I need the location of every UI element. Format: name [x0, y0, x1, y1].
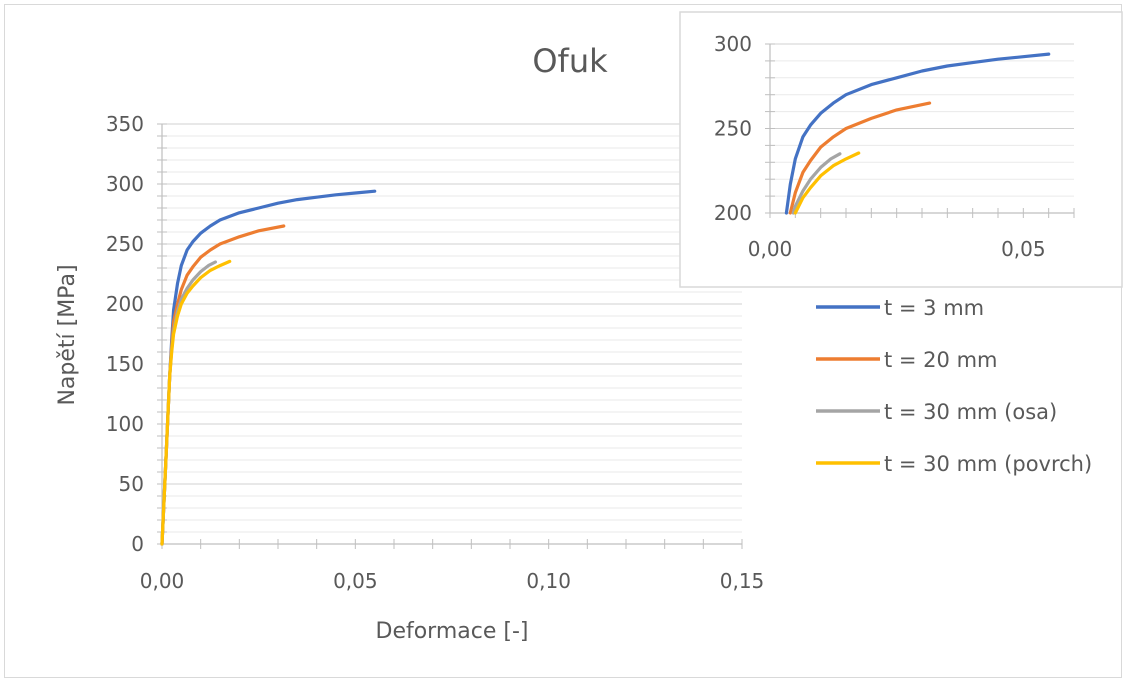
x-tick-label: 0,00 [748, 237, 793, 261]
legend-label: t = 3 mm [884, 296, 984, 320]
legend-label: t = 30 mm (osa) [884, 400, 1057, 424]
x-tick-label: 0,10 [526, 569, 571, 593]
series-line [784, 52, 1051, 215]
y-tick-label: 250 [106, 232, 144, 256]
chart-frame [4, 4, 1122, 678]
legend-label: t = 20 mm [884, 348, 998, 372]
y-tick-label: 0 [131, 532, 144, 556]
x-tick-label: 0,05 [333, 569, 378, 593]
y-tick-label: 250 [714, 117, 752, 141]
series-line [791, 152, 842, 215]
main-tick-labels: 0 50 100 150 200 250 300 350 0,00 0,05 0,10 0,15 [106, 112, 764, 593]
y-tick-label: 300 [106, 172, 144, 196]
y-tick-label: 100 [106, 412, 144, 436]
y-tick-label: 200 [106, 292, 144, 316]
y-tick-label: 50 [119, 472, 144, 496]
series-line [793, 151, 861, 215]
main-gridlines [162, 123, 742, 545]
legend-label: t = 30 mm (povrch) [884, 452, 1092, 476]
inset-series-lines [784, 52, 1051, 215]
main-series-lines [160, 189, 377, 546]
series-line [788, 101, 932, 215]
y-axis-label: Napětí [MPa] [55, 264, 80, 405]
x-tick-label: 0,00 [140, 569, 185, 593]
inset-frame [679, 11, 1123, 288]
chart-title: Ofuk [532, 42, 608, 80]
y-tick-label: 200 [714, 201, 752, 225]
y-tick-label: 350 [106, 112, 144, 136]
legend: t = 3 mm t = 20 mm t = 30 mm (osa) t = 30 m… [816, 296, 1092, 476]
x-tick-label: 0,15 [720, 569, 765, 593]
y-tick-label: 300 [714, 32, 752, 56]
x-tick-label: 0,05 [1001, 237, 1046, 261]
inset-tick-labels: 200 250 300 0,00 0,05 [714, 32, 1046, 261]
main-axes [157, 123, 743, 549]
y-tick-label: 150 [106, 352, 144, 376]
series-line [160, 259, 232, 546]
x-axis-label: Deformace [-] [376, 619, 529, 644]
